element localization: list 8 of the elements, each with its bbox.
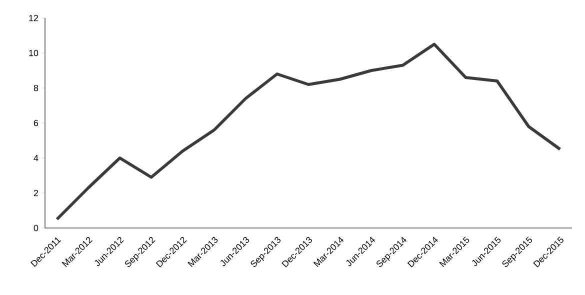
y-tick-label: 4 xyxy=(34,154,38,162)
y-tick-label: 12 xyxy=(29,14,38,22)
line-series xyxy=(55,42,562,221)
y-tick-label: 2 xyxy=(34,190,38,196)
y-tick-label: 0 xyxy=(34,224,38,232)
y-tick-label: 10 xyxy=(29,50,38,56)
y-tick-label: 8 xyxy=(34,84,38,92)
y-tick-label: 6 xyxy=(34,120,38,126)
